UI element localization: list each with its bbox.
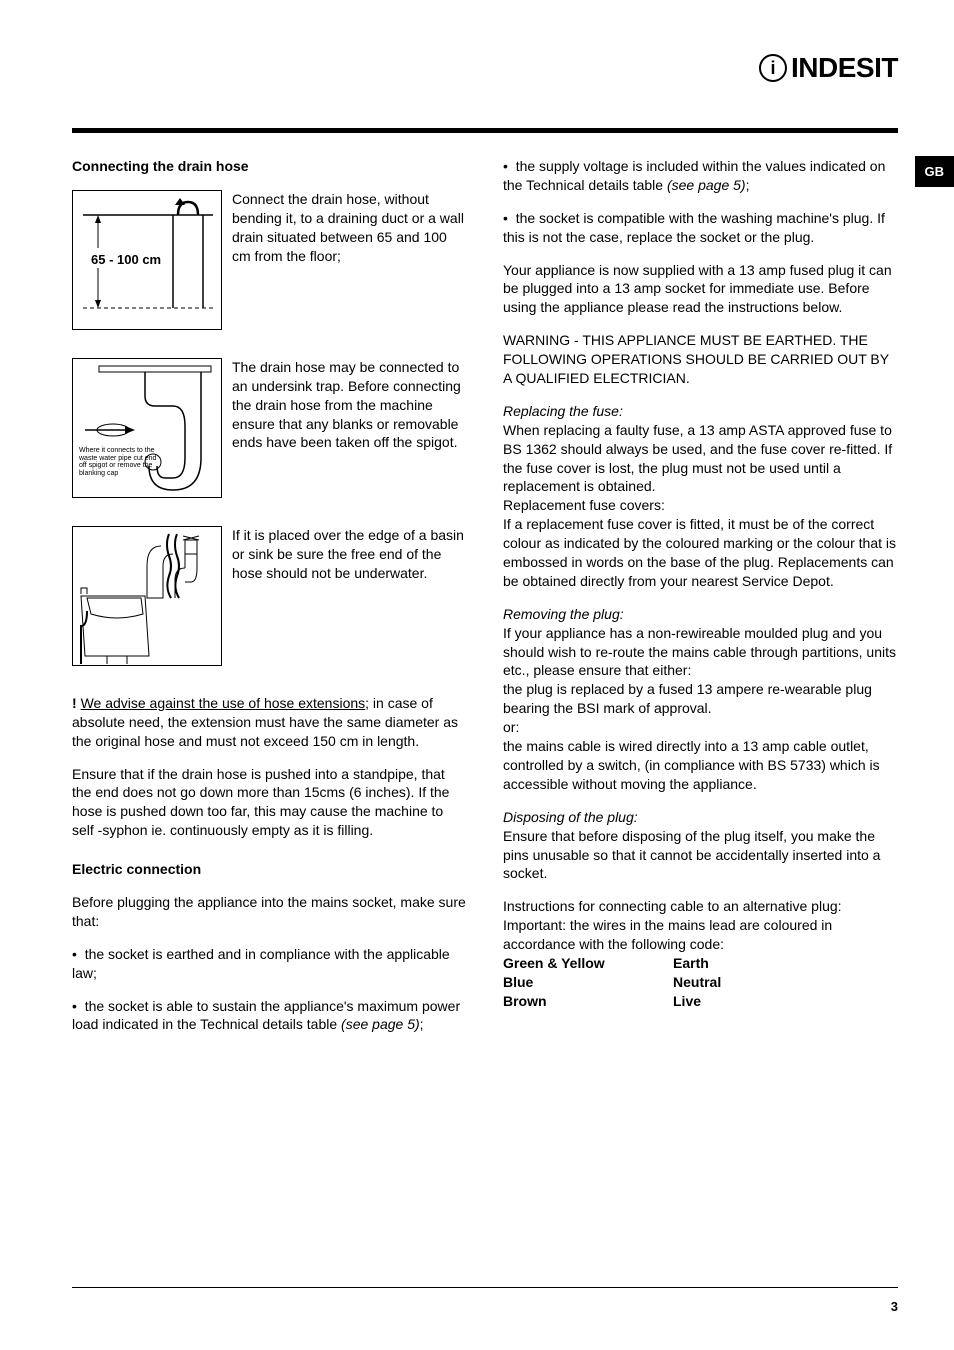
- content-columns: Connecting the drain hose 65 - 100 cm: [72, 157, 898, 1048]
- bullet-2-text-b: (see page 5): [341, 1016, 420, 1032]
- wire-3-color: Brown: [503, 992, 673, 1011]
- para-drain-1: Connect the drain hose, without bending …: [232, 190, 467, 330]
- logo-icon: i: [759, 54, 787, 82]
- fuse-p1: When replacing a faulty fuse, a 13 amp A…: [503, 421, 898, 497]
- brand-logo: i INDESIT: [759, 52, 898, 84]
- diagram-sink-trap: Where it connects to the waste water pip…: [72, 358, 222, 498]
- heading-removing-plug: Removing the plug:: [503, 605, 898, 624]
- diagram-range-label: 65 - 100 cm: [91, 251, 161, 269]
- wire-row-1: Green & Yellow Earth: [503, 954, 898, 973]
- fuse-p3: If a replacement fuse cover is fitted, i…: [503, 515, 898, 591]
- para-drain-2: The drain hose may be connected to an un…: [232, 358, 467, 498]
- left-column: Connecting the drain hose 65 - 100 cm: [72, 157, 467, 1048]
- wire-1-color: Green & Yellow: [503, 954, 673, 973]
- wire-1-func: Earth: [673, 954, 709, 973]
- heading-fuse: Replacing the fuse:: [503, 402, 898, 421]
- footer-divider: [72, 1287, 898, 1288]
- bullet-3-text-c: ;: [746, 177, 750, 193]
- instr-p2: Important: the wires in the mains lead a…: [503, 916, 898, 954]
- bullet-3: • the supply voltage is included within …: [503, 157, 898, 195]
- right-column: • the supply voltage is included within …: [503, 157, 898, 1048]
- bullet-4: • the socket is compatible with the wash…: [503, 209, 898, 247]
- plug-p3: the mains cable is wired directly into a…: [503, 737, 898, 794]
- wire-row-3: Brown Live: [503, 992, 898, 1011]
- dispose-p: Ensure that before disposing of the plug…: [503, 827, 898, 884]
- wire-3-func: Live: [673, 992, 701, 1011]
- diagram-tiny-label: Where it connects to the waste water pip…: [79, 447, 157, 478]
- earthing-warning: WARNING - THIS APPLIANCE MUST BE EARTHED…: [503, 331, 898, 388]
- para-drain-3: If it is placed over the edge of a basin…: [232, 526, 467, 666]
- bullet-2-text-c: ;: [420, 1016, 424, 1032]
- fuse-p2: Replacement fuse covers:: [503, 496, 898, 515]
- diagram-drain-height: 65 - 100 cm: [72, 190, 222, 330]
- heading-dispose: Disposing of the plug:: [503, 808, 898, 827]
- heading-electric: Electric connection: [72, 860, 467, 879]
- diagram-basin-edge: [72, 526, 222, 666]
- bullet-3-text-b: (see page 5): [667, 177, 746, 193]
- instr-p1: Instructions for connecting cable to an …: [503, 897, 898, 916]
- logo-text: INDESIT: [791, 52, 898, 84]
- plug-p1: If your appliance has a non-rewireable m…: [503, 624, 898, 681]
- bullet-1: • the socket is earthed and in complianc…: [72, 945, 467, 983]
- figure-block-1: 65 - 100 cm Connect the drain hose, with…: [72, 190, 467, 330]
- plug-or: or:: [503, 718, 898, 737]
- supply-paragraph: Your appliance is now supplied with a 13…: [503, 261, 898, 318]
- standpipe-warning: Ensure that if the drain hose is pushed …: [72, 765, 467, 841]
- warning-icon: !: [72, 695, 81, 711]
- electric-intro: Before plugging the appliance into the m…: [72, 893, 467, 931]
- warning-paragraph: ! We advise against the use of hose exte…: [72, 694, 467, 751]
- bullet-1-text: the socket is earthed and in compliance …: [72, 946, 450, 981]
- wire-row-2: Blue Neutral: [503, 973, 898, 992]
- wire-2-func: Neutral: [673, 973, 721, 992]
- wire-2-color: Blue: [503, 973, 673, 992]
- basin-edge-illustration: [73, 526, 221, 666]
- bullet-4-text: the socket is compatible with the washin…: [503, 210, 885, 245]
- language-tab: GB: [915, 156, 954, 187]
- warning-underline: We advise against the use of hose extens…: [81, 695, 366, 711]
- plug-p2: the plug is replaced by a fused 13 amper…: [503, 680, 898, 718]
- page-number: 3: [891, 1299, 898, 1314]
- figure-block-2: Where it connects to the waste water pip…: [72, 358, 467, 498]
- figure-block-3: If it is placed over the edge of a basin…: [72, 526, 467, 666]
- bullet-2: • the socket is able to sustain the appl…: [72, 997, 467, 1035]
- heading-drain-hose: Connecting the drain hose: [72, 157, 467, 176]
- top-divider: [72, 128, 898, 133]
